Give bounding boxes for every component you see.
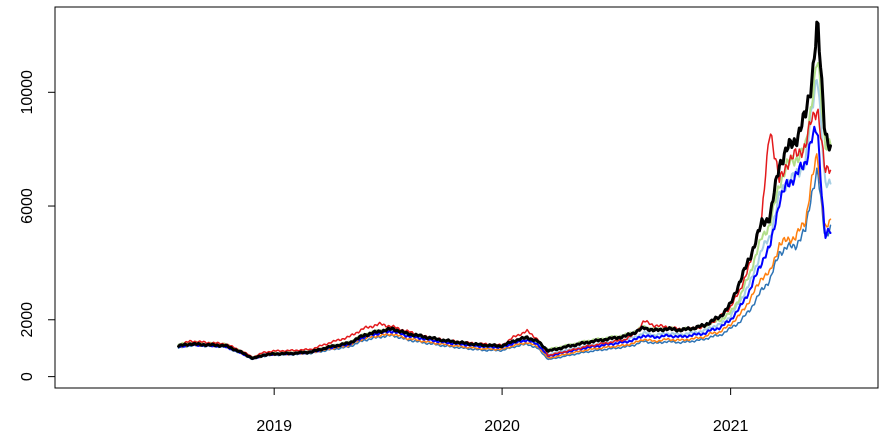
x-tick-label: 2019 [256,418,292,435]
series-line [177,108,832,359]
y-tick-label: 0 [19,372,36,381]
series-line [177,125,832,360]
series-line [177,167,832,361]
series-line [177,20,832,360]
series-group [177,20,832,361]
series-line [177,79,832,359]
y-axis: 0 2000 6000 10000 [19,37,56,381]
x-tick-label: 2021 [713,418,749,435]
x-axis: 2019 2020 2021 [192,387,749,435]
y-tick-label: 10000 [19,70,36,115]
plot-box [54,6,879,389]
y-tick-label: 2000 [19,302,36,338]
x-tick-label: 2020 [484,418,520,435]
y-tick-label: 6000 [19,188,36,224]
series-line [177,153,832,360]
